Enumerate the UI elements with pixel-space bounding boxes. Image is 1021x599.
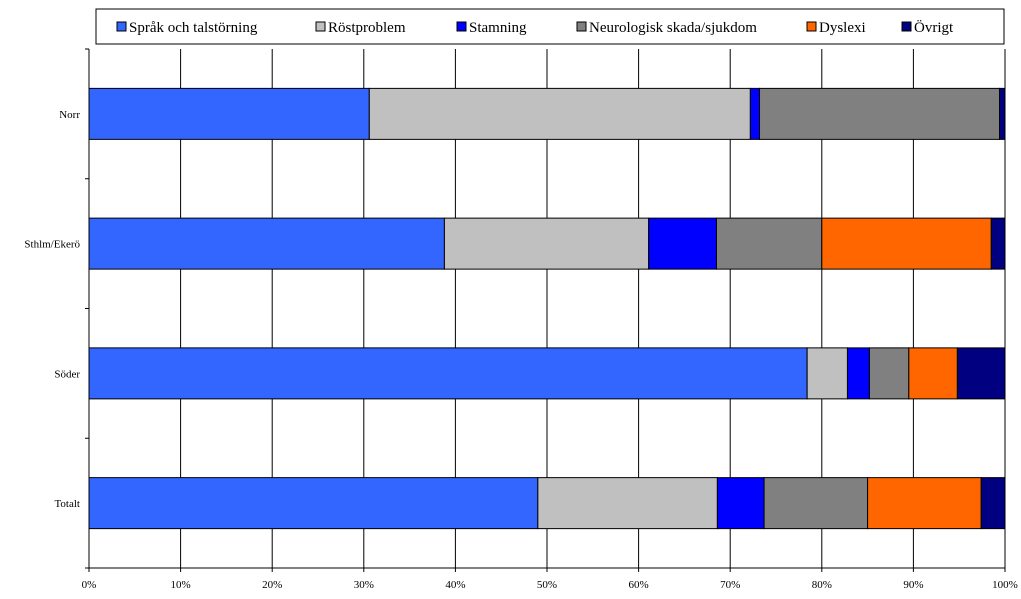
legend-swatch — [576, 21, 587, 32]
legend-item-neurologisk-skada-sjukdom: Neurologisk skada/sjukdom — [576, 20, 757, 36]
legend-item-rostproblem: Röstproblem — [315, 20, 406, 36]
bar-norr-rostproblem — [368, 87, 751, 140]
bar-norr-sprak-och-talstorning — [88, 87, 370, 140]
bar-sthlm-ekero-sprak-och-talstorning — [88, 217, 445, 270]
legend-label: Övrigt — [914, 19, 954, 36]
bar-sthlm-ekero-rostproblem — [443, 217, 650, 270]
legend-label: Stamning — [469, 20, 527, 36]
legend-label: Dyslexi — [819, 20, 866, 36]
bar-sthlm-ekero-neurologisk-skada-sjukdom — [715, 217, 823, 270]
category-label-sthlm-ekero: Sthlm/Ekerö — [24, 239, 80, 251]
bar-norr-neurologisk-skada-sjukdom — [759, 87, 1001, 140]
bar-soder-neurologisk-skada-sjukdom — [868, 347, 910, 400]
legend-swatch — [806, 21, 817, 32]
category-label-norr: Norr — [59, 109, 80, 121]
x-tick-label: 30% — [354, 579, 374, 591]
bar-norr-ovrigt — [999, 87, 1006, 140]
category-label-totalt: Totalt — [54, 498, 80, 510]
legend-label: Röstproblem — [328, 20, 406, 36]
x-tick-label: 40% — [445, 579, 465, 591]
legend-swatch — [456, 21, 467, 32]
legend-label: Neurologisk skada/sjukdom — [589, 20, 757, 36]
legend-label: Språk och talstörning — [129, 20, 258, 36]
x-tick-label: 20% — [262, 579, 282, 591]
bar-norr-stamning — [749, 87, 761, 140]
x-tick-label: 100% — [992, 579, 1018, 591]
bar-totalt-stamning — [716, 477, 765, 530]
x-tick-label: 70% — [720, 579, 740, 591]
legend-swatch — [116, 21, 127, 32]
x-tick-label: 60% — [629, 579, 649, 591]
bar-totalt-neurologisk-skada-sjukdom — [763, 477, 869, 530]
legend-item-dyslexi: Dyslexi — [806, 20, 866, 36]
bar-totalt-dyslexi — [867, 477, 982, 530]
bar-soder-dyslexi — [908, 347, 958, 400]
bar-totalt-sprak-och-talstorning — [88, 477, 539, 530]
bar-sthlm-ekero-stamning — [648, 217, 717, 270]
legend-box — [95, 8, 1005, 45]
bar-soder-ovrigt — [956, 347, 1006, 400]
x-tick-label: 10% — [171, 579, 191, 591]
legend-swatch — [901, 21, 912, 32]
legend-item-ovrigt: Övrigt — [901, 19, 954, 36]
legend-item-sprak-och-talstorning: Språk och talstörning — [116, 20, 258, 36]
x-tick-label: 50% — [537, 579, 557, 591]
category-label-soder: Söder — [54, 368, 80, 380]
bar-soder-stamning — [846, 347, 870, 400]
bar-sthlm-ekero-dyslexi — [821, 217, 992, 270]
x-tick-label: 90% — [903, 579, 923, 591]
x-tick-label: 80% — [812, 579, 832, 591]
axes: Norr Sthlm/Ekerö Söder Totalt 0% 10% 20% 30% 40%… — [24, 48, 1018, 591]
legend-swatch — [315, 21, 326, 32]
legend: Språk och talstörning Röstproblem Stamning… — [95, 8, 1005, 45]
bar-totalt-ovrigt — [980, 477, 1006, 530]
bar-soder-sprak-och-talstorning — [88, 347, 808, 400]
legend-item-stamning: Stamning — [456, 20, 527, 36]
x-tick-label: 0% — [82, 579, 97, 591]
bar-sthlm-ekero-ovrigt — [990, 217, 1006, 270]
bars — [88, 87, 1006, 530]
bar-totalt-rostproblem — [537, 477, 718, 530]
bar-soder-rostproblem — [806, 347, 848, 400]
